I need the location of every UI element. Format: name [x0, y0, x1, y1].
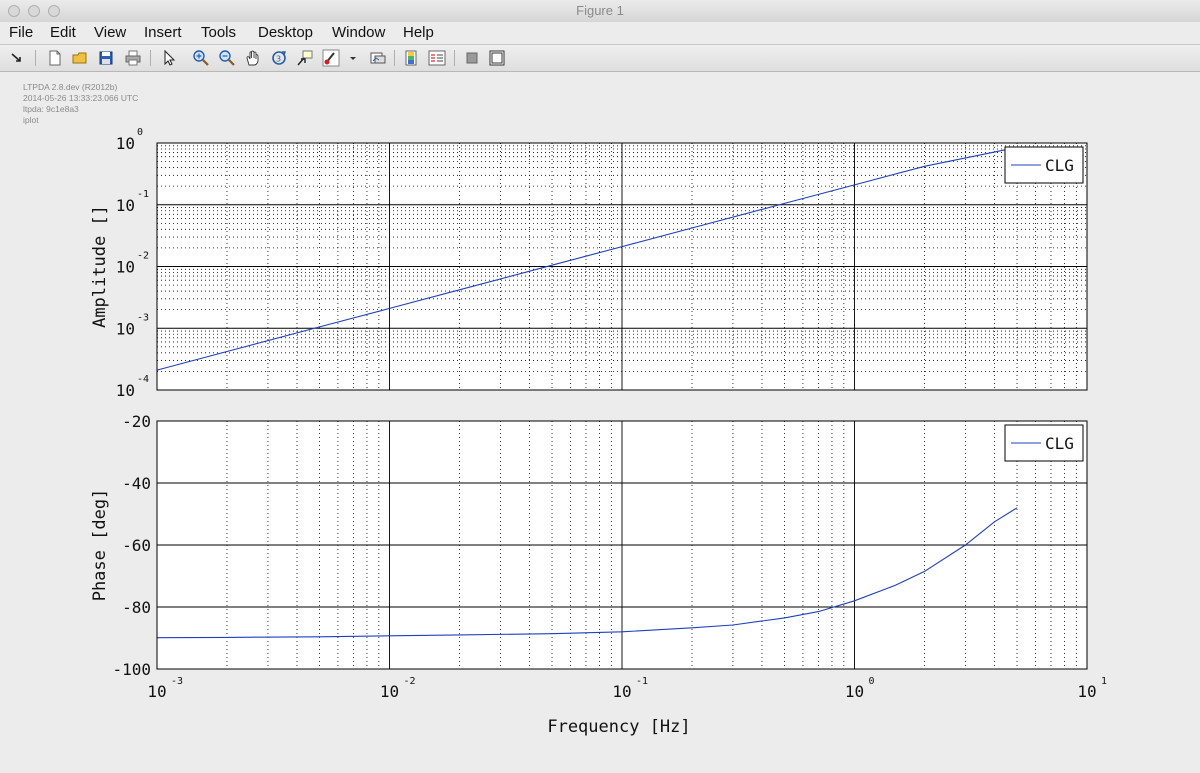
meta-timestamp: 2014-05-26 13:33:23.066 UTC	[23, 93, 139, 103]
amplitude-axes-box	[156, 142, 1088, 391]
toolbar-separator	[150, 50, 151, 66]
x-tick-exponent: -3	[171, 676, 183, 687]
y-tick-label: 10	[116, 196, 135, 215]
save-icon[interactable]	[97, 49, 115, 67]
figure-canvas: LTPDA 2.8.dev (R2012b) 2014-05-26 13:33:…	[0, 72, 1200, 773]
x-tick-exponent: 0	[869, 676, 875, 687]
zoom-out-icon[interactable]	[218, 49, 236, 67]
window-title: Figure 1	[576, 3, 624, 18]
y-tick-exponent: -4	[137, 374, 149, 385]
y-tick-label: -60	[122, 536, 151, 555]
y-tick-label: 10	[116, 381, 135, 400]
hide-plot-tools-icon[interactable]	[463, 49, 481, 67]
legend-label: CLG	[1045, 434, 1074, 453]
print-icon[interactable]	[124, 49, 142, 67]
menu-view[interactable]: View	[94, 24, 127, 41]
y-tick-label: -20	[122, 412, 151, 431]
y-tick-label: 10	[116, 258, 135, 277]
y-tick-exponent: -3	[137, 312, 149, 323]
menu-insert[interactable]: Insert	[144, 24, 182, 41]
toolbar-separator	[454, 50, 455, 66]
menu-desktop[interactable]: Desktop	[258, 24, 314, 41]
series-line-clg	[156, 146, 1018, 371]
menu-file[interactable]: File	[9, 24, 34, 41]
menu-edit[interactable]: Edit	[50, 24, 76, 41]
series-line-clg	[156, 507, 1018, 639]
link-plot-icon[interactable]	[369, 49, 387, 67]
menu-window[interactable]: Window	[332, 24, 386, 41]
x-axis-label: Frequency [Hz]	[547, 717, 690, 737]
window-titlebar: Figure 1	[0, 0, 1200, 23]
arrow-dock-icon[interactable]	[8, 49, 26, 67]
x-tick-label: 10	[380, 682, 399, 701]
y-tick-label: -80	[122, 598, 151, 617]
brush-icon[interactable]	[322, 49, 340, 67]
minimize-window-button[interactable]	[28, 5, 40, 17]
x-tick-exponent: 1	[1101, 676, 1107, 687]
colorbar-icon[interactable]	[402, 49, 420, 67]
y-tick-label: -40	[122, 474, 151, 493]
pan-icon[interactable]	[244, 49, 262, 67]
phase-axes[interactable]: -20 -40 -60 -80 -100 10 -3 10 -2 10 -1 10 0 10 1 Phase …	[90, 412, 1107, 737]
toolbar-separator	[394, 50, 395, 66]
menu-bar: File Edit View Insert Tools Desktop Wind…	[0, 22, 1200, 45]
y-tick-label: -100	[112, 660, 151, 679]
new-figure-icon[interactable]	[46, 49, 64, 67]
meta-function: iplot	[23, 115, 39, 125]
y-tick-exponent: -2	[137, 251, 149, 262]
phase-axes-box	[156, 420, 1088, 670]
menu-help[interactable]: Help	[403, 24, 434, 41]
y-tick-exponent: -1	[137, 189, 149, 200]
legend-icon[interactable]	[428, 49, 446, 67]
y-tick-label: 10	[116, 134, 135, 153]
zoom-window-button[interactable]	[48, 5, 60, 17]
open-file-icon[interactable]	[71, 49, 89, 67]
show-plot-tools-icon[interactable]	[488, 49, 506, 67]
zoom-in-icon[interactable]	[192, 49, 210, 67]
y-tick-label: 10	[116, 319, 135, 338]
x-tick-exponent: -2	[404, 676, 416, 687]
meta-version: LTPDA 2.8.dev (R2012b)	[23, 82, 118, 92]
legend-label: CLG	[1045, 156, 1074, 175]
x-tick-label: 10	[845, 682, 864, 701]
rotate-3d-icon[interactable]: 3	[270, 49, 288, 67]
x-tick-label: 10	[1077, 682, 1096, 701]
x-tick-exponent: -1	[636, 676, 648, 687]
edit-plot-icon[interactable]	[160, 49, 178, 67]
x-tick-label: 10	[612, 682, 631, 701]
amplitude-y-axis-label: Amplitude []	[90, 205, 110, 328]
y-tick-exponent: 0	[137, 127, 143, 138]
svg-text:3: 3	[276, 55, 281, 64]
phase-y-axis-label: Phase [deg]	[90, 489, 110, 602]
menu-tools[interactable]: Tools	[201, 24, 237, 41]
x-tick-label: 10	[147, 682, 166, 701]
toolbar-separator	[35, 50, 36, 66]
figure-toolbar: 3	[0, 45, 1200, 72]
close-window-button[interactable]	[8, 5, 20, 17]
brush-dropdown-icon[interactable]	[344, 49, 356, 67]
meta-hash: ltpda: 9c1e8a3	[23, 104, 79, 114]
data-cursor-icon[interactable]	[296, 49, 314, 67]
